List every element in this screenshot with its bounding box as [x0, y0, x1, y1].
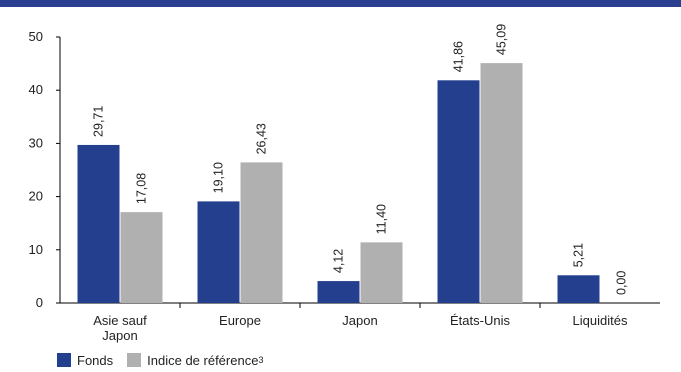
legend-item-fonds: Fonds	[57, 353, 113, 368]
legend-label-fonds: Fonds	[77, 352, 114, 368]
x-tick-label: Japon	[102, 328, 137, 343]
x-tick-label: Europe	[219, 313, 261, 328]
data-label: 17,08	[135, 173, 149, 204]
x-tick-label: États-Unis	[450, 313, 510, 328]
legend-swatch-indice	[127, 353, 142, 367]
bar-indice	[360, 242, 403, 303]
x-tick-label: Liquidités	[573, 313, 628, 328]
header-accent-bar	[0, 0, 681, 7]
bar-fonds	[77, 144, 120, 303]
x-tick-label: Japon	[342, 313, 377, 328]
legend-footnote-marker: 3	[258, 355, 264, 365]
bar-indice	[120, 212, 163, 303]
bar-fonds	[197, 201, 240, 303]
bar-fonds	[317, 281, 360, 303]
data-label: 4,12	[332, 249, 346, 273]
y-tick-label: 50	[29, 29, 43, 44]
data-label: 45,09	[495, 24, 509, 55]
x-tick-label: Asie sauf	[93, 313, 147, 328]
data-label: 29,71	[92, 106, 106, 137]
bar-fonds	[557, 275, 600, 303]
data-label: 19,10	[212, 162, 226, 193]
bar-fonds	[437, 80, 480, 303]
legend-label-indice: Indice de référence	[147, 352, 259, 368]
y-tick-label: 40	[29, 82, 43, 97]
bar-indice	[240, 162, 283, 303]
data-label: 11,40	[375, 204, 389, 234]
data-label: 5,21	[572, 243, 586, 267]
y-tick-label: 30	[29, 135, 43, 150]
legend: Fonds Indice de référence 3	[57, 352, 277, 368]
legend-item-indice: Indice de référence 3	[127, 353, 263, 368]
data-label: 0,00	[615, 271, 629, 295]
y-tick-label: 10	[29, 242, 43, 257]
y-tick-label: 0	[36, 295, 43, 310]
data-label: 26,43	[255, 123, 269, 154]
data-label: 41,86	[452, 41, 466, 72]
bar-indice	[480, 63, 523, 303]
legend-swatch-fonds	[57, 353, 71, 367]
y-tick-label: 20	[29, 189, 43, 204]
